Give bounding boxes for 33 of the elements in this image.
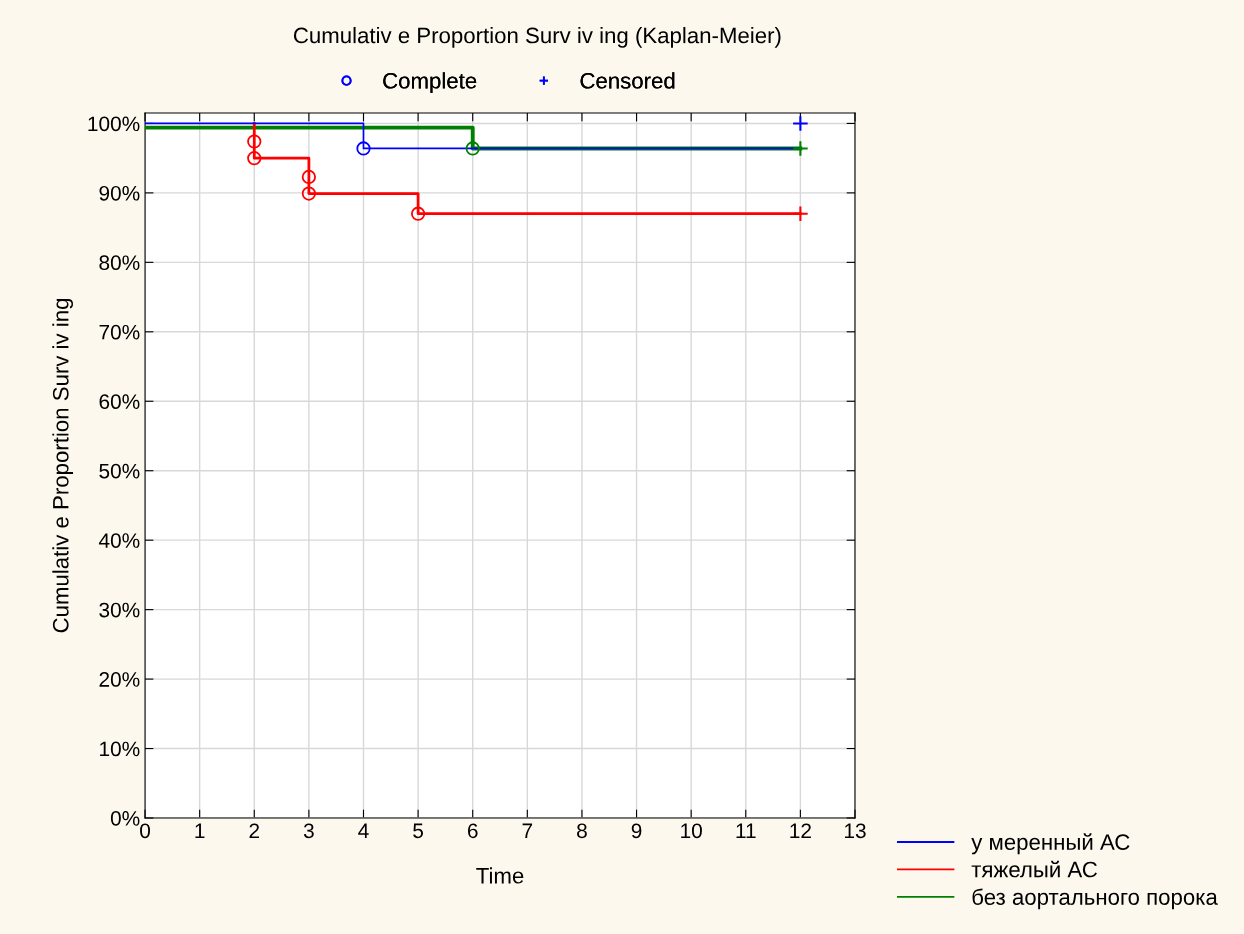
- y-tick-label: 40%: [98, 533, 140, 548]
- x-tick-label: 11: [736, 823, 756, 838]
- x-tick-label: 12: [790, 823, 811, 838]
- y-tick-label: 70%: [99, 324, 140, 340]
- x-tick-label: 4: [358, 823, 369, 838]
- x-tick-label: 9: [631, 823, 642, 839]
- x-tick-label: 3: [303, 823, 314, 839]
- y-axis-title: Cumulativ e Proportion Surv iv ing: [52, 298, 74, 633]
- y-tick-label: 100%: [88, 116, 140, 132]
- x-tick-label: 13: [845, 823, 866, 839]
- legend-label: без аортального порока: [972, 888, 1218, 910]
- x-tick-label: 5: [413, 823, 424, 839]
- y-tick-label: 30%: [99, 602, 140, 618]
- chart-title: Cumulativ e Proportion Surv iv ing (Kaplan-Meier): [293, 27, 781, 48]
- x-tick-label: 2: [249, 823, 260, 838]
- x-tick-label: 8: [577, 823, 587, 839]
- y-tick-label: 0%: [110, 811, 140, 826]
- x-axis-title: Time: [476, 867, 524, 884]
- x-tick-label: 10: [681, 823, 702, 839]
- y-tick-label: 50%: [99, 463, 140, 479]
- x-tick-label: 1: [195, 823, 205, 838]
- x-tick-label: 7: [522, 823, 533, 838]
- legend-label: тяжелый АС: [971, 860, 1097, 878]
- y-tick-label: 90%: [99, 185, 140, 201]
- y-tick-label: 10%: [100, 741, 140, 757]
- y-tick-label: 80%: [99, 255, 140, 271]
- y-tick-label: 20%: [99, 672, 140, 687]
- y-tick-label: 60%: [99, 394, 140, 410]
- legend-label: Censored: [580, 72, 675, 89]
- legend-label: у меренный АС: [971, 833, 1130, 855]
- x-tick-label: 0: [140, 823, 151, 839]
- x-tick-label: 6: [467, 823, 478, 839]
- legend-label: Complete: [383, 72, 477, 94]
